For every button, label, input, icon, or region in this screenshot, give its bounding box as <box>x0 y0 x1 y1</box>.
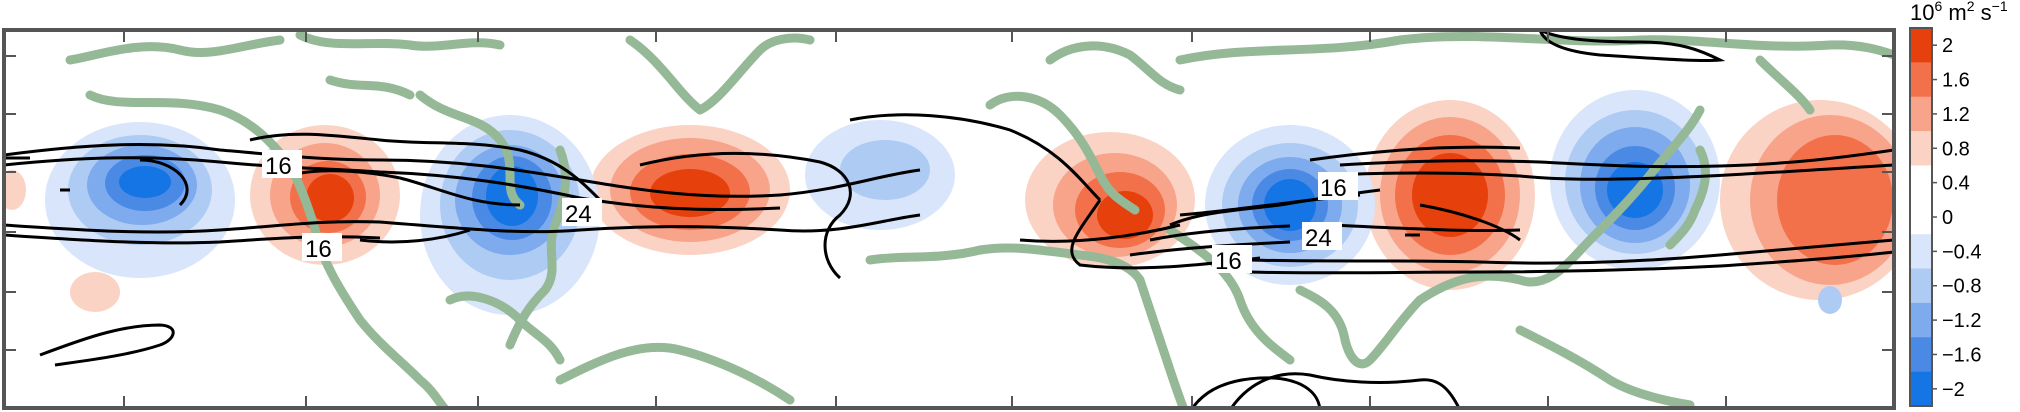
colorbar-level-label: 0.8 <box>1942 138 1970 160</box>
colorbar-swatch <box>1910 96 1932 132</box>
colorbar-swatch <box>1910 371 1932 407</box>
contour-label-16-c: 16 <box>1320 175 1347 202</box>
anomaly-center-north-pacific <box>45 122 235 278</box>
anomaly-center-north-atlantic <box>805 120 955 230</box>
colorbar-swatch <box>1910 337 1932 373</box>
anomaly-weak-pacific <box>70 272 120 312</box>
contour-label-16-b: 16 <box>305 236 332 263</box>
colorbar-units: 106 m2 s−1 <box>1910 0 2008 25</box>
colorbar-level-label: 1.2 <box>1942 104 1970 126</box>
colorbar-level-label: 1.6 <box>1942 70 1970 92</box>
colorbar-swatch <box>1910 165 1932 201</box>
units-base: 10 <box>1910 0 1934 25</box>
units-exp3: −1 <box>1992 0 2008 14</box>
colorbar-labels: 2 1.6 1.2 0.8 0.4 0 −0.4 −0.8 −1.2 −1.6 −2 <box>1932 35 1981 401</box>
units-s: s <box>1975 0 1992 25</box>
colorbar-swatch <box>1910 302 1932 338</box>
units-mid: m <box>1942 0 1966 25</box>
colorbar-swatch <box>1910 28 1932 63</box>
colorbar-swatch <box>1910 234 1932 270</box>
units-exp: 6 <box>1934 0 1942 14</box>
colorbar-swatch <box>1910 131 1932 166</box>
contour-label-24-b: 24 <box>1305 225 1332 252</box>
map-panel: 16 24 16 16 24 16 <box>2 28 1896 410</box>
colorbar-swatch <box>1910 62 1932 98</box>
map-frame <box>2 28 1896 410</box>
colorbar-swatch <box>1910 268 1932 304</box>
colorbar-level-label: −1.6 <box>1942 344 1981 366</box>
anomaly-center-atlantic <box>590 125 790 255</box>
colorbar-level-label: −0.8 <box>1942 276 1981 298</box>
colorbar-level-label: −2 <box>1942 379 1965 401</box>
anomaly-weak-west-edge <box>4 170 26 210</box>
colorbar-swatch <box>1910 199 1932 235</box>
anomaly-weak-west-pacific <box>1818 286 1842 314</box>
contour-label-16-a: 16 <box>265 153 292 180</box>
climatology-contours <box>4 30 1894 408</box>
colorbar-level-label: 2 <box>1942 35 1953 57</box>
contour-label-24-a: 24 <box>565 201 592 228</box>
colorbar-level-label: 0 <box>1942 207 1953 229</box>
colorbar-level-label: −0.4 <box>1942 241 1981 263</box>
colorbar-level-label: −1.2 <box>1942 310 1981 332</box>
contour-label-16-d: 16 <box>1215 248 1242 275</box>
colorbar-level-label: 0.4 <box>1942 173 1970 195</box>
anomaly-center-pacific-east <box>1720 100 1894 300</box>
colorbar: 106 m2 s−1 21.61.20.80.40−0.4−0.8−1.2−1.… <box>1909 0 2008 407</box>
contour-label-group: 16 24 16 16 24 16 <box>262 150 1358 275</box>
units-exp2: 2 <box>1967 0 1975 14</box>
map-tick-marks <box>4 30 1894 408</box>
colorbar-swatches <box>1910 28 1932 407</box>
